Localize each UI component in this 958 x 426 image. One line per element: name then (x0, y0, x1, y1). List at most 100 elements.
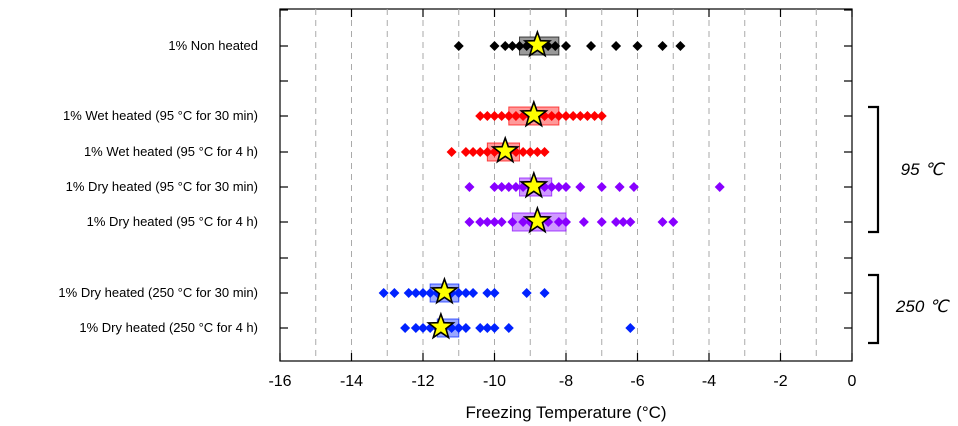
data-point (503, 182, 514, 192)
data-point (460, 288, 471, 298)
data-point (453, 41, 464, 51)
data-point (553, 182, 564, 192)
data-point (518, 147, 529, 157)
x-tick-label: 0 (848, 373, 857, 390)
x-tick-label: -6 (630, 373, 644, 390)
data-point (589, 111, 600, 121)
data-point (482, 147, 493, 157)
data-point (410, 323, 421, 333)
data-point (453, 288, 464, 298)
data-point (418, 323, 428, 333)
data-point (596, 217, 607, 227)
data-point (489, 217, 500, 227)
category-label: 1% Wet heated (95 °C for 30 min) (63, 108, 258, 123)
x-tick-label: -12 (411, 373, 434, 390)
median-star (519, 99, 549, 128)
data-point (389, 288, 400, 298)
x-tick-label: -16 (268, 373, 291, 390)
x-axis-ticks: -16 -14 -12 -10 -8 -6 -4 -2 0 (268, 9, 857, 390)
data-point (489, 182, 500, 192)
category-label: 1% Dry heated (250 °C for 4 h) (79, 320, 258, 335)
data-point (539, 147, 550, 157)
group-label: 95 ℃ (901, 160, 946, 179)
bracket-line (868, 105, 880, 234)
x-tick-label: -2 (773, 373, 787, 390)
data-point (625, 323, 636, 333)
x-axis-title: Freezing Temperature (°C) (465, 403, 666, 422)
series-row (464, 170, 725, 199)
category-label: 1% Dry heated (250 °C for 30 min) (58, 285, 258, 300)
data-point (625, 217, 636, 227)
median-star (429, 276, 460, 305)
category-labels: 1% Non heated 1% Wet heated (95 °C for 30… (58, 38, 258, 335)
x-tick-label: -4 (702, 373, 716, 390)
data-point (500, 41, 511, 51)
data-point (510, 182, 521, 192)
data-point (489, 323, 500, 333)
series-row (475, 99, 607, 128)
bracket-line (868, 273, 880, 345)
x-tick-label: -8 (559, 373, 573, 390)
data-point (510, 111, 521, 121)
series-row (400, 311, 636, 340)
data-point (582, 111, 593, 121)
data-point (475, 111, 486, 121)
data-point (403, 288, 414, 298)
group-label: 250 ℃ (895, 297, 950, 316)
data-point (575, 182, 586, 192)
data-point (475, 217, 486, 227)
data-point (675, 41, 686, 51)
data-point (496, 217, 507, 227)
median-star (522, 29, 553, 58)
data-point (468, 288, 479, 298)
median-star (519, 170, 549, 199)
data-point (464, 182, 475, 192)
category-label: 1% Dry heated (95 °C for 4 h) (87, 214, 258, 229)
data-point (553, 111, 564, 121)
data-point (460, 323, 471, 333)
category-label: 1% Wet heated (95 °C for 4 h) (84, 144, 258, 159)
median-star (426, 311, 456, 340)
data-point (400, 323, 411, 333)
data-point (575, 111, 586, 121)
data-point (446, 147, 457, 157)
data-point (489, 111, 500, 121)
data-point (514, 41, 525, 51)
data-point (628, 182, 639, 192)
data-point (596, 182, 607, 192)
data-point (632, 41, 643, 51)
data-point (578, 217, 589, 227)
data-point (657, 41, 668, 51)
data-point (525, 147, 536, 157)
data-point (596, 111, 607, 121)
category-label: 1% Dry heated (95 °C for 30 min) (66, 179, 258, 194)
series-row (464, 205, 679, 234)
data-point (378, 288, 389, 298)
data-point (561, 111, 571, 121)
data-point (553, 217, 564, 227)
data-point (714, 182, 725, 192)
series-row (378, 276, 550, 305)
data-point (550, 41, 561, 51)
data-point (496, 111, 507, 121)
y-axis-ticks (280, 9, 852, 329)
data-point (410, 288, 421, 298)
group-bracket: 250 ℃ (868, 273, 950, 345)
x-tick-label: -14 (340, 373, 363, 390)
data-point (657, 217, 668, 227)
data-point (546, 182, 557, 192)
median-star (522, 205, 553, 234)
data-point (546, 111, 557, 121)
data-point (507, 217, 518, 227)
data-point (489, 288, 500, 298)
x-tick-label: -10 (483, 373, 506, 390)
data-point (475, 323, 486, 333)
data-point (482, 111, 493, 121)
data-point (482, 288, 493, 298)
data-point (539, 288, 550, 298)
data-point (518, 217, 529, 227)
group-bracket: 95 ℃ (868, 105, 946, 234)
data-point (475, 147, 486, 157)
data-point (453, 323, 464, 333)
